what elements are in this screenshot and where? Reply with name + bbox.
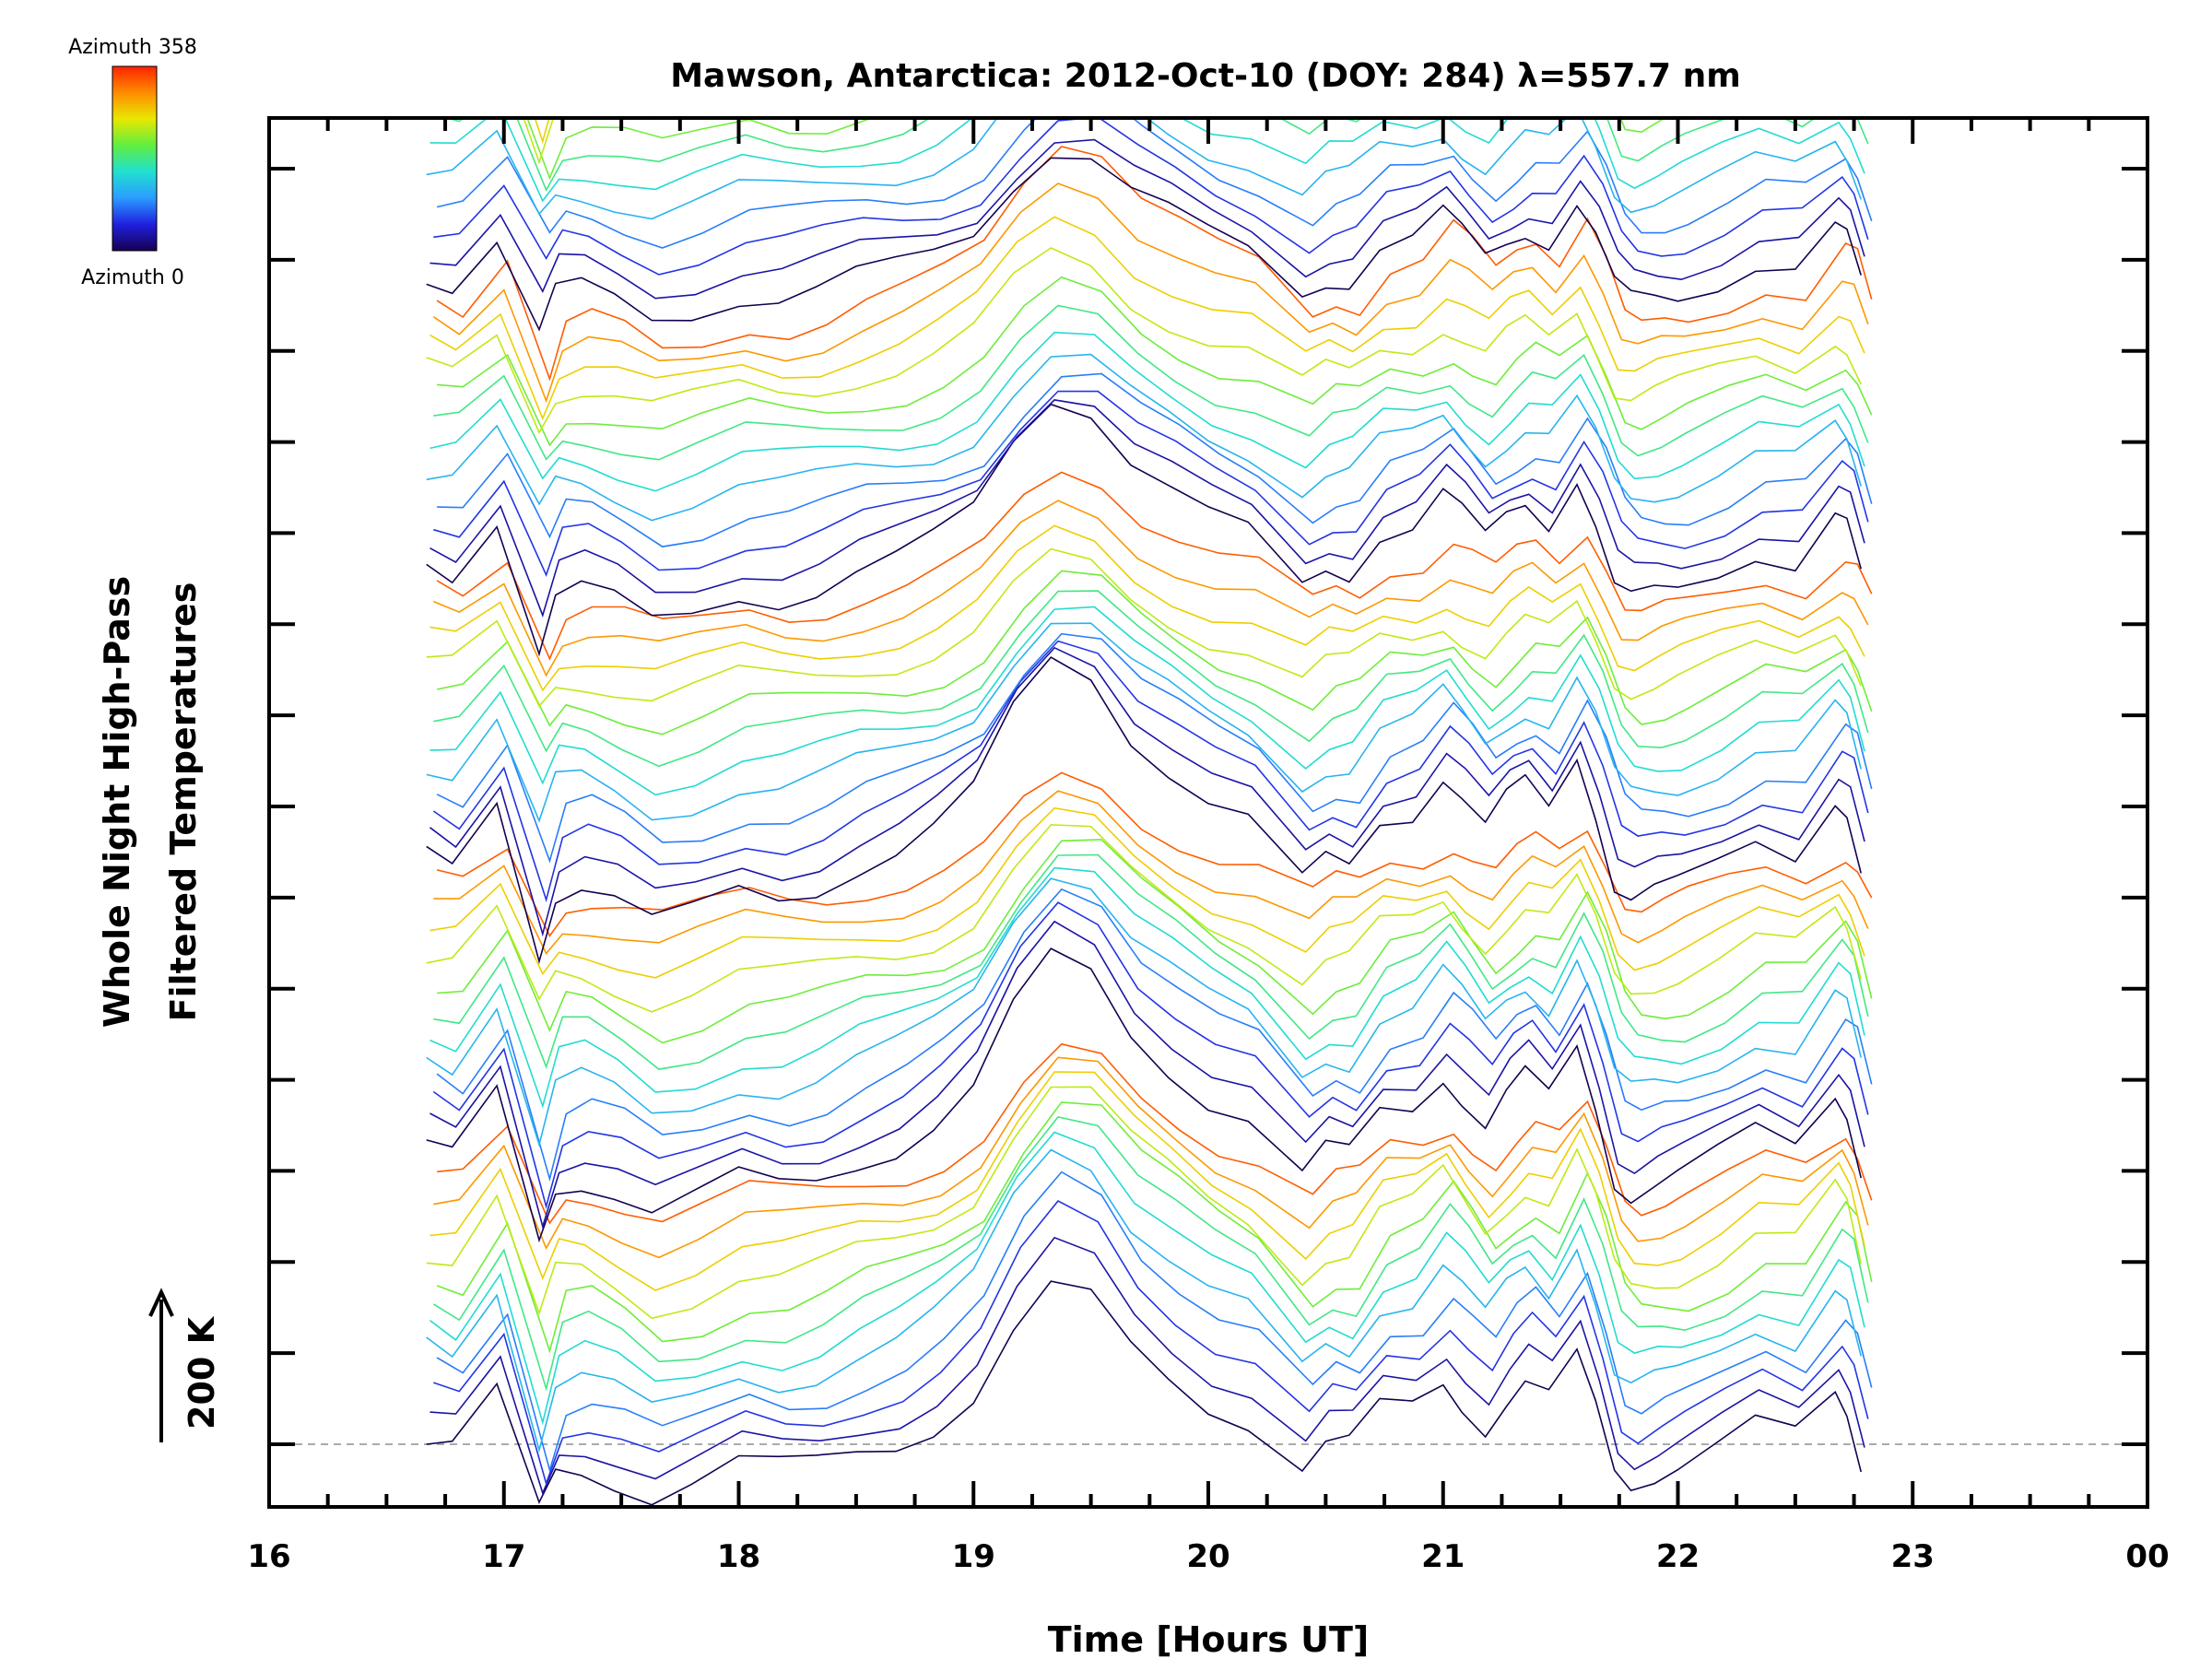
x-axis-label: Time [Hours UT] [1048, 1619, 1370, 1659]
azimuth-trace [436, 771, 1873, 937]
azimuth-trace [426, 947, 1862, 1243]
azimuth-trace [433, 304, 1869, 461]
azimuth-trace [433, 853, 1869, 1070]
colorbar: Azimuth 358 Azimuth 0 [68, 36, 197, 289]
y-axis-label-line1: Whole Night High-Pass [97, 576, 137, 1028]
azimuth-trace [436, 1101, 1873, 1354]
colorbar-gradient [112, 65, 158, 252]
azimuth-trace [526, 118, 1667, 181]
scale-indicator: 200 K [148, 1288, 222, 1442]
azimuth-trace [426, 877, 1862, 1147]
azimuth-trace [433, 1056, 1869, 1259]
azimuth-trace [432, 640, 1869, 903]
scale-label: 200 K [182, 1315, 222, 1430]
azimuth-trace [426, 247, 1862, 435]
scale-arrow-head [148, 1288, 174, 1317]
azimuth-trace [433, 390, 1869, 577]
x-tick-label: 22 [1656, 1538, 1700, 1575]
azimuth-trace [429, 646, 1865, 937]
azimuth-trace [429, 399, 1865, 618]
azimuth-trace [433, 790, 1869, 955]
azimuth-trace [429, 138, 1865, 300]
azimuth-trace [429, 118, 1865, 203]
azimuth-trace [437, 276, 1873, 447]
azimuth-trace [429, 806, 1865, 979]
azimuth-trace [429, 866, 1865, 1109]
azimuth-trace [429, 216, 1865, 421]
plot-curves [426, 0, 1873, 1506]
x-tick-label: 23 [1891, 1538, 1935, 1575]
colorbar-top-label: Azimuth 358 [68, 36, 197, 59]
x-tick-label: 18 [717, 1538, 760, 1575]
azimuth-trace [426, 403, 1862, 657]
azimuth-trace [429, 606, 1865, 796]
azimuth-trace [426, 656, 1862, 965]
azimuth-trace [426, 1086, 1862, 1320]
azimuth-trace [429, 920, 1865, 1230]
azimuth-trace [426, 824, 1862, 1013]
azimuth-trace [426, 353, 1862, 522]
azimuth-trace [429, 1071, 1865, 1291]
x-tick-label: 21 [1421, 1538, 1465, 1575]
azimuth-trace [427, 0, 1862, 29]
azimuth-trace [436, 570, 1873, 735]
azimuth-trace [429, 1236, 1865, 1496]
azimuth-trace [426, 1148, 1862, 1453]
azimuth-trace [426, 622, 1862, 823]
azimuth-trace [444, 118, 1869, 192]
azimuth-trace [436, 118, 1873, 249]
azimuth-trace [426, 157, 1862, 332]
plot-frame [267, 116, 2149, 1509]
azimuth-trace [433, 1199, 1869, 1487]
azimuth-trace [437, 372, 1873, 547]
x-tick-label: 19 [952, 1538, 995, 1575]
azimuth-trace [436, 146, 1873, 382]
azimuth-trace [426, 1280, 1862, 1506]
azimuth-trace [436, 1171, 1873, 1473]
x-tick-label: 16 [247, 1538, 290, 1575]
azimuth-trace [429, 1131, 1865, 1426]
azimuth-trace [433, 118, 1869, 276]
azimuth-trace [433, 590, 1869, 768]
azimuth-trace [430, 0, 1865, 5]
axes [267, 116, 2149, 1509]
y-axis-label-line2: Filtered Temperatures [163, 582, 204, 1022]
x-tick-label: 20 [1186, 1538, 1230, 1575]
azimuth-trace [432, 182, 1869, 404]
azimuth-trace [426, 118, 1862, 220]
x-tick-label: 00 [2125, 1538, 2169, 1575]
colorbar-bottom-label: Azimuth 0 [81, 266, 184, 289]
azimuth-trace [429, 331, 1865, 492]
chart-title: Mawson, Antarctica: 2012-Oct-10 (DOY: 28… [670, 57, 1741, 95]
azimuth-trace [429, 524, 1865, 692]
azimuth-trace [426, 547, 1862, 708]
azimuth-trace [432, 1116, 1869, 1392]
azimuth-trace [432, 500, 1869, 677]
x-axis-ticks: 16 17 18 19 20 21 22 23 00 [247, 118, 2170, 1575]
azimuth-trace [436, 471, 1873, 661]
azimuth-trace [436, 632, 1873, 864]
x-tick-label: 17 [482, 1538, 525, 1575]
azimuth-trace [436, 888, 1873, 1182]
azimuth-trace [432, 901, 1869, 1210]
azimuth-trace [437, 1042, 1873, 1225]
azimuth-trace [437, 839, 1873, 1044]
y-axis-ticks [269, 167, 2147, 1446]
